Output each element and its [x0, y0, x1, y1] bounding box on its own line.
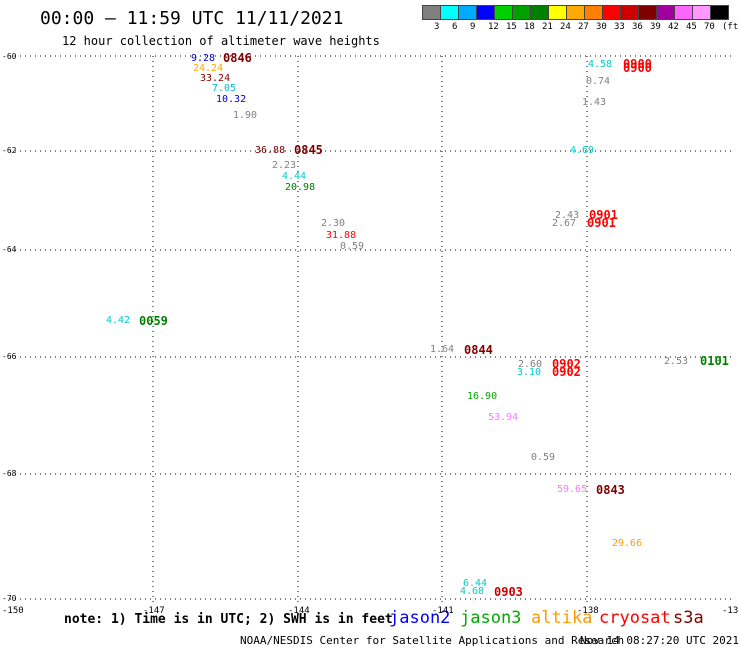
wave-height-value: 33.24	[200, 73, 231, 84]
wave-height-value: 16.90	[467, 391, 498, 402]
lat-label: -66	[2, 352, 17, 361]
pass-time-label: 0900	[623, 57, 652, 71]
page-title: 00:00 – 11:59 UTC 11/11/2021	[40, 8, 344, 29]
wave-height-value: 7.05	[212, 83, 237, 94]
pass-time-label: 0901	[587, 216, 616, 230]
satellite-legend-jason3: jason3	[460, 608, 522, 628]
legend-label: 36	[632, 22, 643, 32]
wave-height-value: 4.44	[282, 171, 307, 182]
lon-label: -141	[432, 606, 454, 616]
lon-label: -144	[288, 606, 310, 616]
wave-height-value: 2.30	[321, 218, 346, 229]
legend-label: 42	[668, 22, 679, 32]
wave-height-value: 29.66	[612, 538, 643, 549]
wave-height-value: 0.59	[340, 241, 365, 252]
legend-label: 12	[488, 22, 499, 32]
wave-height-value: 2.53	[664, 356, 689, 367]
pass-time-label: 0101	[700, 354, 729, 368]
wave-height-value: 9.28	[191, 53, 216, 64]
wave-height-value: 1.64	[430, 344, 455, 355]
legend-label: 30	[596, 22, 607, 32]
legend-label: 70	[704, 22, 715, 32]
lat-label: -64	[2, 245, 17, 254]
pass-time-label: 0902	[552, 365, 581, 379]
pass-time-label: 0900	[623, 61, 652, 75]
lon-label: -13	[722, 606, 739, 616]
wave-height-value: 2.43	[555, 210, 580, 221]
satellite-legend-jason2: jason2	[389, 608, 451, 628]
lat-label: -62	[2, 146, 17, 155]
pass-time-label: 0846	[223, 51, 252, 65]
lon-label: -150	[2, 606, 24, 616]
legend-label: 45	[686, 22, 697, 32]
wave-height-value: 2.23	[272, 160, 297, 171]
legend-label: 15	[506, 22, 517, 32]
wave-height-value: 0.59	[531, 452, 556, 463]
satellite-legend-altika: altika	[531, 608, 593, 628]
pass-time-label: 0845	[294, 143, 323, 157]
legend-label: 33	[614, 22, 625, 32]
wave-height-value: 3.10	[517, 367, 542, 378]
wave-height-value: 6.44	[463, 578, 488, 589]
pass-time-label: 0843	[596, 483, 625, 497]
legend-label: (ft)	[722, 22, 740, 32]
legend-label: 18	[524, 22, 535, 32]
legend-label: 27	[578, 22, 589, 32]
lon-label: -138	[577, 606, 599, 616]
units-note: note: 1) Time is in UTC; 2) SWH is in fe…	[64, 612, 393, 627]
wave-height-value: 20.98	[285, 182, 316, 193]
pass-time-label: 0844	[464, 343, 493, 357]
wave-height-value: 1.90	[233, 110, 258, 121]
generated-timestamp: Nov 14 08:27:20 UTC 2021	[580, 634, 739, 647]
wave-height-value: 0.74	[586, 76, 611, 87]
legend-swatch	[710, 5, 729, 20]
wave-height-value: 10.32	[216, 94, 247, 105]
wave-height-value: 2.60	[518, 359, 543, 370]
wave-height-value: 4.68	[460, 586, 485, 597]
legend-label: 3	[434, 22, 440, 32]
wave-height-value: 1.43	[582, 97, 607, 108]
wave-height-value: 2.67	[552, 218, 577, 229]
satellite-legend-cryosat: cryosat	[599, 608, 671, 628]
wave-height-value: 36.88	[255, 145, 286, 156]
legend-label: 21	[542, 22, 553, 32]
wave-height-value: 4.69	[570, 145, 595, 156]
legend-label: 24	[560, 22, 571, 32]
wave-height-value: 24.24	[193, 63, 224, 74]
pass-time-label: 0059	[139, 314, 168, 328]
page-subtitle: 12 hour collection of altimeter wave hei…	[62, 34, 380, 48]
pass-time-label: 0901	[589, 208, 618, 222]
wave-height-value: 31.88	[326, 230, 357, 241]
satellite-legend-s3a: s3a	[673, 608, 704, 628]
wave-height-value: 4.42	[106, 315, 131, 326]
legend-label: 9	[470, 22, 476, 32]
lat-label: -70	[2, 594, 17, 603]
credit-line: NOAA/NESDIS Center for Satellite Applica…	[240, 634, 625, 647]
color-legend	[422, 5, 729, 21]
wave-height-value: 59.65	[557, 484, 588, 495]
pass-time-label: 0903	[494, 585, 523, 599]
lat-label: -68	[2, 469, 17, 478]
lon-label: -147	[143, 606, 165, 616]
lat-label: -60	[2, 52, 17, 61]
wave-height-value: 53.94	[488, 412, 519, 423]
legend-label: 39	[650, 22, 661, 32]
legend-label: 6	[452, 22, 458, 32]
pass-time-label: 0902	[552, 357, 581, 371]
wave-height-value: 4.58	[588, 59, 613, 70]
